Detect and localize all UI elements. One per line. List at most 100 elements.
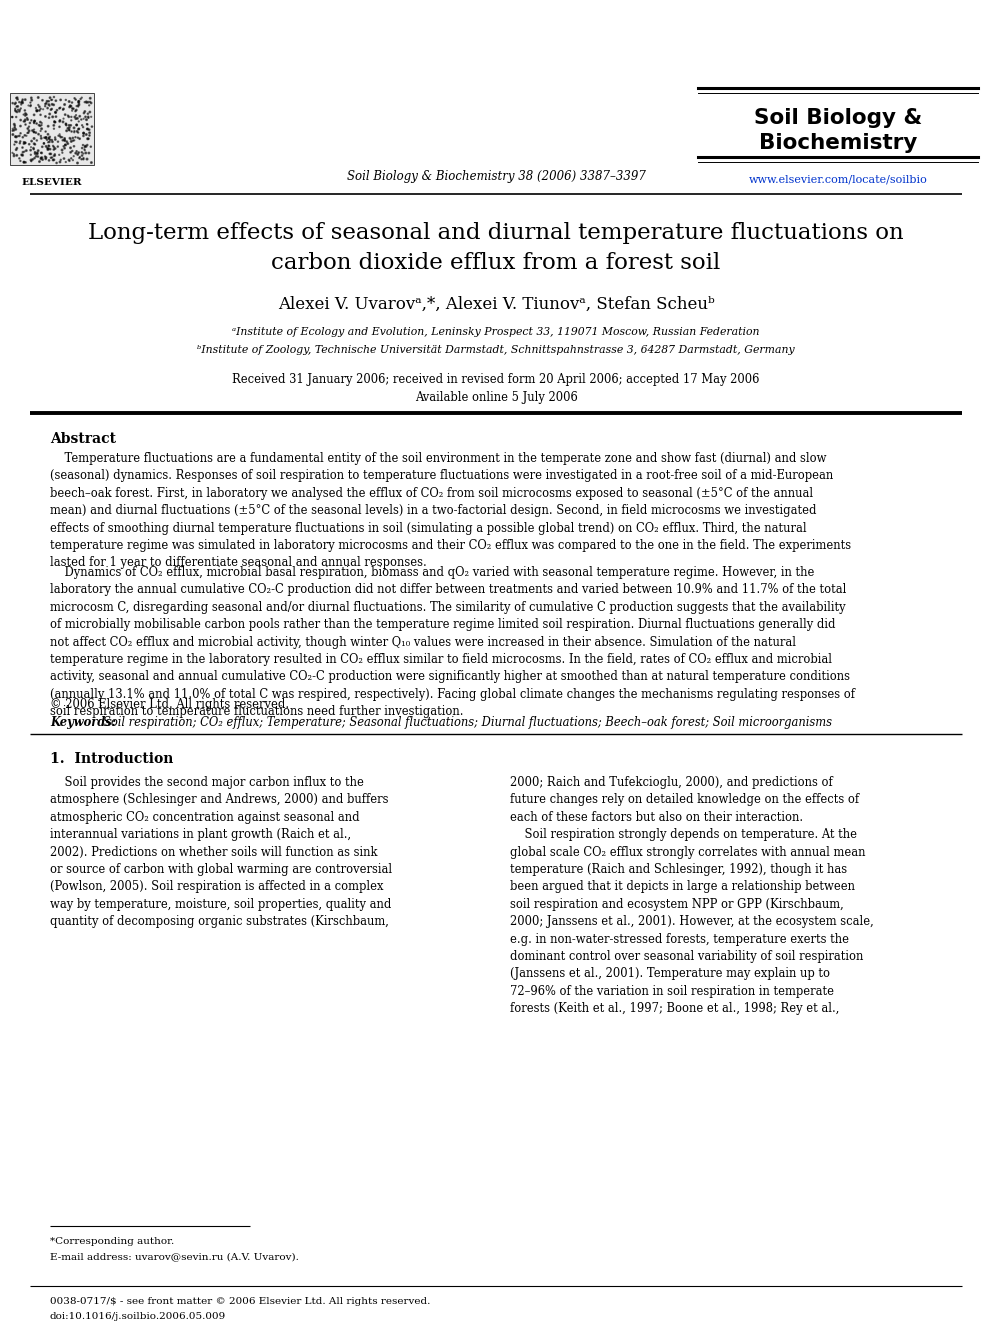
Point [76,102,92,123]
Point [69,144,85,165]
Point [42,131,58,152]
Point [8,101,24,122]
Point [83,93,99,114]
Point [79,118,95,139]
Point [37,146,53,167]
Point [26,111,42,132]
Point [62,142,78,163]
Point [33,98,49,119]
Point [17,132,33,153]
Point [15,93,31,114]
Point [68,140,84,161]
Point [83,152,99,173]
Point [15,127,31,148]
Point [20,118,36,139]
Point [27,134,43,155]
Point [24,131,40,152]
Point [13,110,29,131]
Point [60,134,75,155]
Point [62,128,78,149]
Point [9,138,25,159]
Point [53,97,68,118]
Point [78,124,94,146]
Point [60,105,75,126]
Text: E-mail address: uvarov@sevin.ru (A.V. Uvarov).: E-mail address: uvarov@sevin.ru (A.V. Uv… [50,1252,299,1261]
Point [38,136,54,157]
Point [10,126,26,147]
Point [34,143,50,164]
Point [21,122,37,143]
Point [82,102,98,123]
Point [66,118,82,139]
Point [44,98,60,119]
Point [32,99,48,120]
Point [74,146,90,167]
Point [44,90,60,111]
Point [42,126,58,147]
Point [76,91,92,112]
Point [8,106,24,127]
Point [48,127,63,148]
Point [17,132,33,153]
Point [35,90,51,111]
Point [8,93,24,114]
Point [64,149,80,171]
Point [48,102,63,123]
Point [67,101,83,122]
Point [68,105,84,126]
Point [38,95,54,116]
Point [6,143,22,164]
Text: Soil respiration; CO₂ efflux; Temperature; Seasonal fluctuations; Diurnal fluctu: Soil respiration; CO₂ efflux; Temperatur… [103,716,832,729]
Point [62,149,77,171]
Point [27,148,43,169]
Point [17,99,33,120]
Point [80,91,96,112]
Point [40,132,56,153]
Point [16,134,32,155]
Point [75,108,91,130]
Point [46,94,62,115]
Point [47,111,62,132]
Point [8,126,24,147]
Point [38,127,54,148]
Point [12,101,28,122]
Point [41,135,57,156]
Text: doi:10.1016/j.soilbio.2006.05.009: doi:10.1016/j.soilbio.2006.05.009 [50,1312,226,1320]
Point [41,138,57,159]
Point [23,144,39,165]
Point [71,148,87,169]
Text: Dynamics of CO₂ efflux, microbial basal respiration, biomass and qO₂ varied with: Dynamics of CO₂ efflux, microbial basal … [50,566,855,718]
Point [14,93,30,114]
Point [64,127,80,148]
Point [43,147,59,168]
Point [27,110,43,131]
Point [70,91,86,112]
Text: Available online 5 July 2006: Available online 5 July 2006 [415,392,577,404]
Point [57,128,72,149]
Point [7,94,23,115]
Point [21,134,37,155]
Point [31,87,47,108]
Point [30,101,46,122]
Point [57,127,72,148]
Point [42,103,58,124]
Point [70,142,86,163]
Point [45,149,61,171]
Point [19,140,35,161]
Point [23,149,39,171]
Point [75,126,91,147]
Point [16,131,32,152]
Point [56,111,71,132]
Point [33,126,49,147]
Point [52,111,67,132]
Point [19,126,35,147]
Point [76,136,92,157]
Point [26,134,42,155]
Point [6,146,22,167]
Point [69,120,85,142]
Point [20,108,36,130]
Point [27,143,43,164]
Point [45,131,61,152]
Point [66,130,82,151]
Point [28,146,44,167]
